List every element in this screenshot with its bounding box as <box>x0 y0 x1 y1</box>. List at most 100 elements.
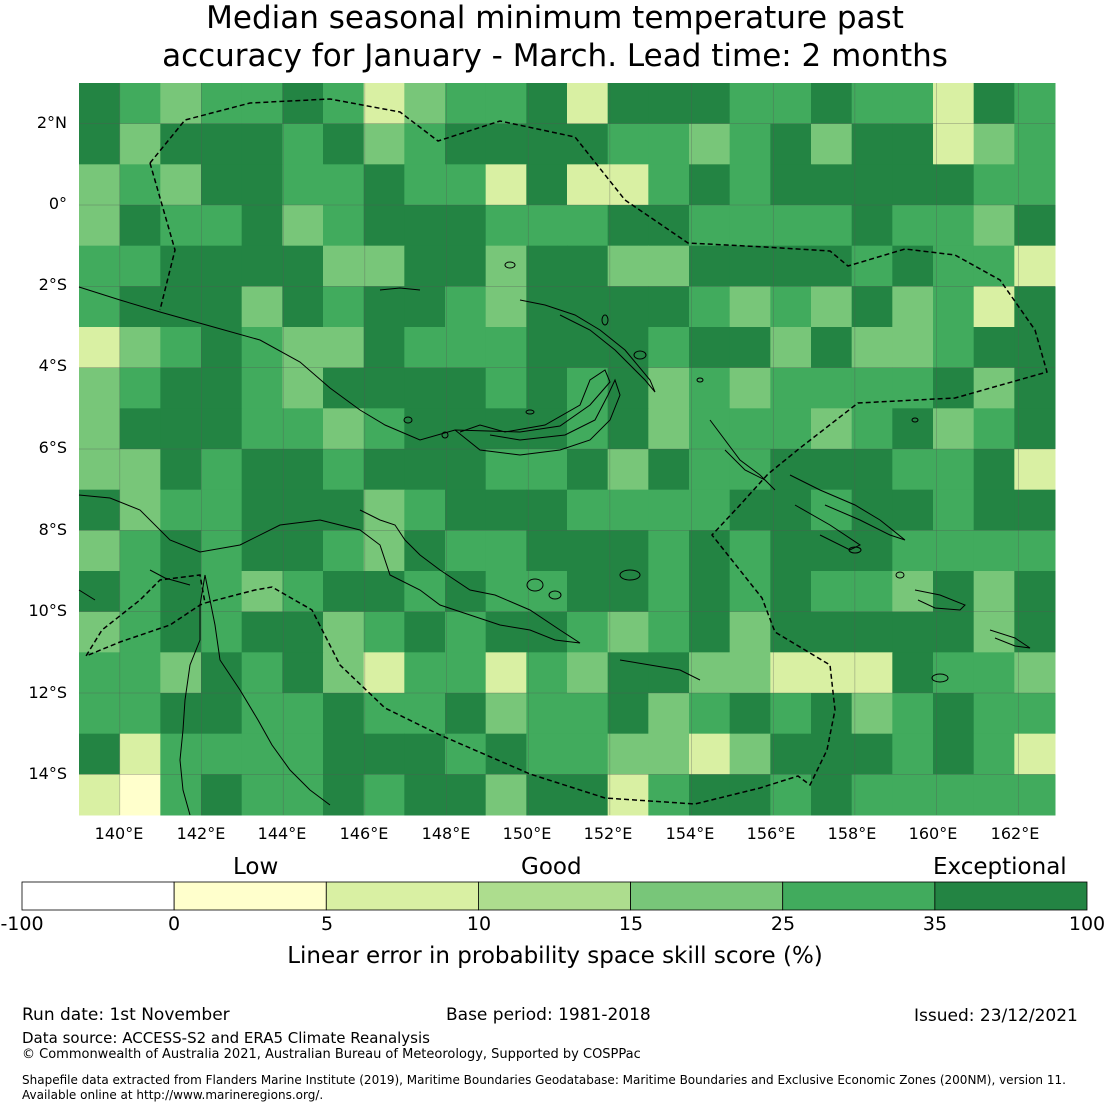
grid-cell <box>851 164 893 206</box>
grid-cell <box>892 530 934 572</box>
grid-cell <box>363 449 405 491</box>
grid-cell <box>404 205 446 247</box>
grid-cell <box>892 652 934 694</box>
grid-cell <box>607 327 649 369</box>
skill-score-grid <box>79 83 1056 816</box>
grid-cell <box>567 489 609 531</box>
grid-cell <box>648 367 690 409</box>
coastline-louisiade <box>619 659 701 681</box>
island <box>619 569 641 581</box>
coastline-bougainville <box>709 419 776 491</box>
grid-cell <box>79 245 121 287</box>
grid-cell <box>79 530 121 572</box>
grid-cell <box>404 733 446 775</box>
grid-cell <box>933 245 975 287</box>
island <box>526 578 544 592</box>
lat-label-12s: 12°S <box>28 683 67 702</box>
grid-cell <box>567 733 609 775</box>
grid-cell <box>323 123 365 165</box>
grid-cell <box>770 327 812 369</box>
grid-cell <box>973 205 1015 247</box>
colorbar-swatch <box>630 881 784 911</box>
grid-cell <box>282 327 324 369</box>
island <box>601 314 609 326</box>
grid-cell <box>567 530 609 572</box>
grid-cell <box>933 408 975 450</box>
grid-cell <box>160 367 202 409</box>
grid-cell <box>201 774 243 816</box>
grid-cell <box>526 245 568 287</box>
data-source: Data source: ACCESS-S2 and ERA5 Climate … <box>22 1029 430 1047</box>
lon-label-154e: 154°E <box>665 824 715 843</box>
grid-cell <box>79 449 121 491</box>
grid-cell <box>363 367 405 409</box>
grid-cell <box>933 611 975 653</box>
grid-cell <box>1014 83 1056 125</box>
grid-cell <box>770 611 812 653</box>
grid-cell <box>1014 327 1056 369</box>
grid-cell <box>282 449 324 491</box>
grid-cell <box>79 408 121 450</box>
grid-cell <box>119 367 161 409</box>
grid-cell <box>241 245 283 287</box>
grid-cell <box>729 83 771 125</box>
grid-cell <box>567 408 609 450</box>
grid-cell <box>282 489 324 531</box>
grid-cell <box>689 123 731 165</box>
grid-cell <box>811 774 853 816</box>
grid-cell <box>160 123 202 165</box>
grid-cell <box>607 733 649 775</box>
grid-cell <box>770 245 812 287</box>
lon-label-156e: 156°E <box>746 824 796 843</box>
grid-cell <box>404 408 446 450</box>
lat-label-2n: 2°N <box>36 113 67 132</box>
grid-cell <box>648 449 690 491</box>
grid-cell <box>241 408 283 450</box>
grid-cell <box>79 571 121 613</box>
colorbar-swatch <box>173 881 327 911</box>
grid-cell <box>729 205 771 247</box>
island <box>441 431 449 439</box>
grid-cell <box>404 164 446 206</box>
grid-cell <box>933 449 975 491</box>
grid-cell <box>607 449 649 491</box>
grid-cell <box>363 83 405 125</box>
grid-cell <box>729 123 771 165</box>
grid-cell <box>933 733 975 775</box>
grid-cell <box>445 652 487 694</box>
grid-cell <box>648 286 690 328</box>
grid-cell <box>363 408 405 450</box>
grid-cell <box>485 327 527 369</box>
grid-cell <box>770 164 812 206</box>
grid-cell <box>607 286 649 328</box>
grid-cell <box>892 489 934 531</box>
grid-cell <box>1014 408 1056 450</box>
coastline-new-ireland <box>519 299 656 393</box>
lon-label-158e: 158°E <box>827 824 877 843</box>
colorbar-category-exceptional: Exceptional <box>933 854 1067 880</box>
grid-cell <box>851 408 893 450</box>
grid-cell <box>79 123 121 165</box>
grid-cell <box>1014 164 1056 206</box>
coastline-new-guinea-north <box>78 286 611 441</box>
lat-label-10s: 10°S <box>28 601 67 620</box>
colorbar-swatch <box>782 881 936 911</box>
grid-cell <box>973 449 1015 491</box>
grid-cell <box>323 367 365 409</box>
grid-cell <box>323 733 365 775</box>
grid-cell <box>323 530 365 572</box>
grid-cell <box>160 286 202 328</box>
grid-cell <box>851 571 893 613</box>
grid-cell <box>526 733 568 775</box>
grid-cell <box>160 693 202 735</box>
grid-cell <box>363 123 405 165</box>
grid-cell <box>445 83 487 125</box>
grid-cell <box>729 286 771 328</box>
grid-cell <box>689 327 731 369</box>
grid-cell <box>404 327 446 369</box>
coastline-daru-area <box>149 569 191 586</box>
lat-label-4s: 4°S <box>38 356 67 375</box>
grid-cell <box>933 164 975 206</box>
grid-cell <box>607 611 649 653</box>
grid-cell <box>79 286 121 328</box>
